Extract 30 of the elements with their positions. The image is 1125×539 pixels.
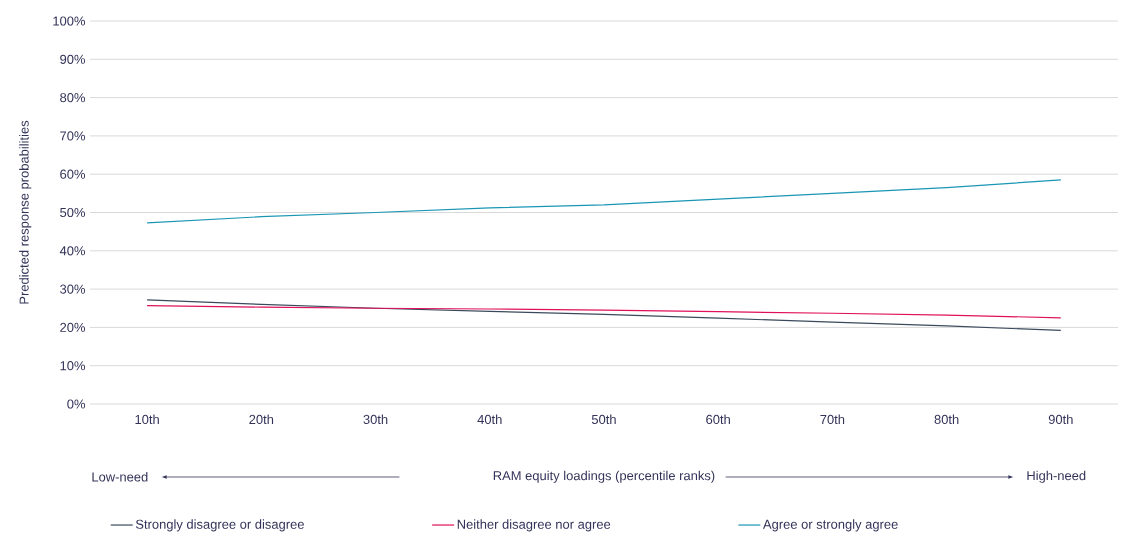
x-tick-label: 40th <box>477 414 502 425</box>
legend-label: Neither disagree nor agree <box>457 519 611 532</box>
y-tick-label: 50% <box>60 207 86 218</box>
y-tick-label: 0% <box>67 399 86 409</box>
y-tick-label: 80% <box>60 93 86 103</box>
y-tick-label: 40% <box>59 246 86 256</box>
x-axis-title: RAM equity loadings (percentile ranks) <box>493 470 715 483</box>
y-tick-label: 70% <box>60 131 86 141</box>
y-axis-title: Predicted response probabilities <box>19 120 32 304</box>
x-tick-label: 50th <box>591 414 616 425</box>
y-tick-label: 100% <box>53 16 86 26</box>
x-tick-label: 70th <box>820 414 845 425</box>
text: High-need <box>1027 470 1086 483</box>
line-series <box>146 179 1062 224</box>
x-tick-label: 90th <box>1048 414 1073 425</box>
legend-label: Agree or strongly agree <box>762 519 898 532</box>
line-series <box>146 299 1062 332</box>
x-tick-label: 20th <box>249 414 274 425</box>
y-tick-label: 30% <box>60 284 86 294</box>
x-tick-label: 10th <box>135 414 159 425</box>
text: Low-need <box>92 472 148 482</box>
legend-label: Strongly disagree or disagree <box>135 519 304 532</box>
y-tick-label: 20% <box>60 322 86 332</box>
x-tick-label: 30th <box>363 414 388 425</box>
y-tick-label: 60% <box>60 169 86 179</box>
y-tick-label: 10% <box>60 361 86 371</box>
y-tick-label: 90% <box>60 54 86 64</box>
x-tick-label: 60th <box>706 414 730 425</box>
line-series <box>146 304 1062 319</box>
x-tick-label: 80th <box>934 414 959 425</box>
